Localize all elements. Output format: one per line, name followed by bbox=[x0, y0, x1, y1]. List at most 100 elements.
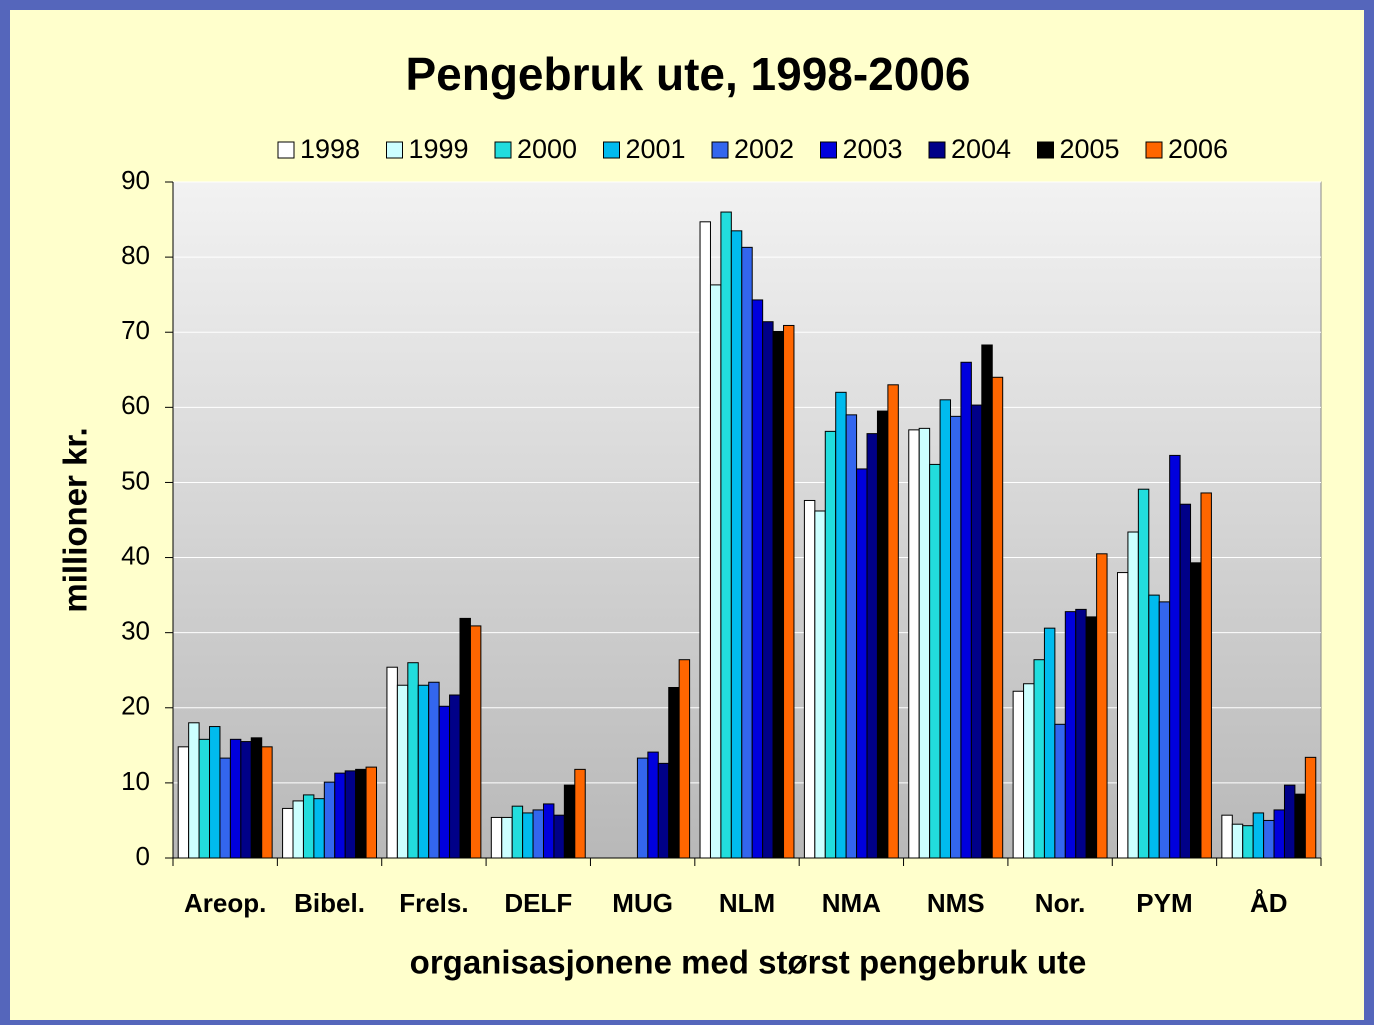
bar bbox=[563, 784, 576, 859]
bar bbox=[490, 816, 503, 859]
bar bbox=[762, 321, 774, 859]
bar bbox=[522, 812, 534, 859]
bar bbox=[751, 299, 764, 859]
x-tick-label: DELF bbox=[504, 888, 572, 918]
bar bbox=[438, 705, 451, 859]
bar bbox=[501, 816, 513, 859]
bar bbox=[1179, 503, 1192, 859]
bar bbox=[344, 770, 357, 859]
bar bbox=[428, 681, 440, 859]
bar bbox=[553, 814, 565, 859]
bar bbox=[929, 463, 941, 859]
bar bbox=[229, 738, 242, 859]
legend-label: 1998 bbox=[300, 134, 360, 164]
bar bbox=[908, 429, 920, 859]
bar bbox=[209, 726, 221, 859]
bar bbox=[783, 324, 795, 859]
bar bbox=[1012, 690, 1025, 859]
bar bbox=[699, 221, 711, 859]
bar bbox=[1148, 594, 1160, 859]
bar bbox=[772, 330, 785, 859]
bar bbox=[1169, 454, 1181, 859]
legend-label: 2004 bbox=[951, 134, 1011, 164]
bar bbox=[730, 230, 743, 859]
x-tick-label: NLM bbox=[719, 888, 775, 918]
bar bbox=[1263, 819, 1275, 859]
bar bbox=[709, 284, 722, 859]
bar bbox=[856, 468, 868, 859]
bar bbox=[1221, 814, 1233, 859]
legend-swatch bbox=[1145, 141, 1163, 159]
bar bbox=[668, 686, 680, 859]
legend-label: 2002 bbox=[734, 134, 794, 164]
bar bbox=[1096, 553, 1108, 859]
bar bbox=[355, 768, 367, 859]
bar bbox=[1190, 562, 1202, 859]
bar bbox=[1242, 825, 1254, 859]
bar bbox=[292, 800, 304, 859]
bar bbox=[1064, 611, 1077, 859]
bar bbox=[1075, 608, 1087, 859]
bar bbox=[991, 376, 1004, 859]
bar bbox=[887, 384, 899, 859]
y-axis-title: millioner kr. bbox=[57, 427, 94, 612]
y-tick-label: 60 bbox=[121, 390, 150, 420]
bar bbox=[960, 361, 972, 859]
bar bbox=[1033, 659, 1045, 859]
legend-label: 2000 bbox=[517, 134, 577, 164]
bar bbox=[323, 781, 336, 859]
y-tick-label: 80 bbox=[121, 240, 150, 270]
bar bbox=[876, 410, 889, 859]
x-tick-label: ÅD bbox=[1250, 888, 1288, 918]
bar bbox=[803, 499, 816, 859]
y-tick-label: 30 bbox=[121, 616, 150, 646]
bar bbox=[459, 617, 471, 859]
legend-swatch bbox=[711, 141, 729, 159]
legend-swatch bbox=[494, 141, 512, 159]
y-tick-label: 90 bbox=[121, 165, 150, 195]
bar bbox=[449, 694, 461, 859]
bar bbox=[407, 662, 419, 859]
bar bbox=[417, 684, 430, 859]
x-tick-label: Nor. bbox=[1035, 888, 1086, 918]
chart-title: Pengebruk ute, 1998-2006 bbox=[405, 48, 970, 100]
legend-swatch bbox=[277, 141, 295, 159]
bar bbox=[950, 415, 962, 859]
x-axis-title: organisasjonene med størst pengebruk ute bbox=[410, 944, 1087, 981]
bar bbox=[918, 427, 931, 859]
bar bbox=[866, 433, 878, 859]
bar bbox=[313, 798, 325, 859]
bar bbox=[188, 722, 200, 859]
bar bbox=[365, 766, 378, 859]
legend-swatch bbox=[603, 141, 620, 159]
bar bbox=[845, 414, 858, 859]
bar bbox=[198, 738, 211, 859]
x-tick-label: Bibel. bbox=[294, 888, 365, 918]
x-tick-label: Frels. bbox=[399, 888, 468, 918]
y-tick-label: 20 bbox=[121, 691, 150, 721]
bar bbox=[302, 794, 315, 859]
bar bbox=[720, 211, 732, 859]
legend-swatch bbox=[820, 141, 837, 159]
x-tick-label: PYM bbox=[1136, 888, 1192, 918]
bar bbox=[250, 737, 263, 859]
x-tick-label: MUG bbox=[612, 888, 673, 918]
legend-label: 2006 bbox=[1168, 134, 1228, 164]
bar bbox=[647, 751, 659, 859]
y-tick-label: 10 bbox=[121, 766, 150, 796]
bar bbox=[678, 659, 691, 859]
bar bbox=[334, 772, 346, 859]
legend-swatch bbox=[1037, 141, 1054, 159]
bar bbox=[1116, 572, 1129, 859]
bar bbox=[396, 684, 409, 859]
bar bbox=[469, 625, 482, 859]
bar bbox=[1127, 531, 1139, 859]
bar bbox=[1158, 601, 1171, 859]
bar bbox=[1137, 488, 1150, 859]
y-tick-label: 40 bbox=[121, 540, 150, 570]
bar bbox=[219, 757, 231, 859]
bar bbox=[939, 399, 952, 859]
bar bbox=[511, 805, 524, 859]
bar bbox=[177, 746, 190, 859]
legend-label: 1999 bbox=[409, 134, 469, 164]
